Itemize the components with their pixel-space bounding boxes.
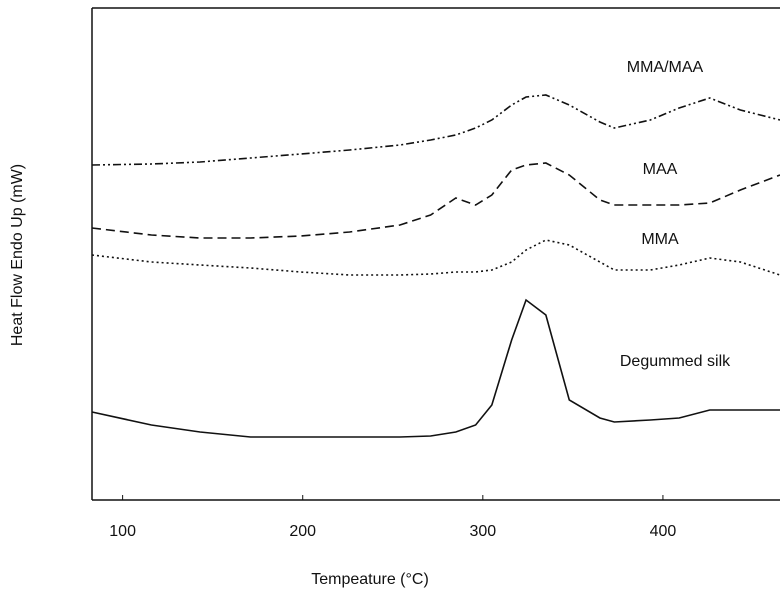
x-tick-label: 200 [289, 523, 316, 540]
series-label: Degummed silk [620, 353, 731, 370]
data-line [91, 239, 780, 276]
data-line [91, 94, 780, 166]
data-line [91, 162, 780, 239]
y-axis-label: Heat Flow Endo Up (mW) [9, 164, 26, 346]
x-tick-label: 300 [469, 523, 496, 540]
x-axis-label: Tempeature (°C) [311, 571, 429, 588]
x-tick-label: 400 [650, 523, 677, 540]
data-line [91, 298, 780, 438]
series-label: MMA/MAA [627, 59, 704, 76]
x-tick-label: 100 [109, 523, 136, 540]
series-label: MAA [643, 161, 678, 178]
series-label: MMA [641, 231, 679, 248]
